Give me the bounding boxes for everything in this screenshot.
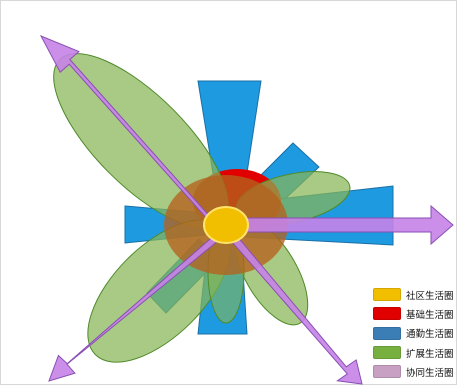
legend-swatch-extended	[373, 346, 401, 360]
legend-swatch-community	[373, 288, 401, 302]
legend-swatch-basic	[373, 307, 401, 321]
legend-label-coop: 协同生活圈	[406, 367, 454, 379]
legend-item-coop: 协同生活圈	[373, 362, 457, 381]
legend-label-basic: 基础生活圈	[406, 309, 454, 321]
legend: 社区生活圈 基础生活圈 通勤生活圈 扩展生活圈 协同生活圈	[373, 285, 457, 381]
legend-swatch-commute	[373, 326, 401, 340]
legend-label-commute: 通勤生活圈	[406, 329, 454, 341]
coop-arrow-southeast	[219, 220, 363, 385]
legend-swatch-coop	[373, 365, 401, 379]
coop-arrow-east	[225, 204, 454, 246]
legend-item-commute: 通勤生活圈	[373, 324, 457, 343]
legend-label-community: 社区生活圈	[406, 290, 454, 302]
coop-arrow-southwest	[48, 218, 232, 382]
legend-label-extended: 扩展生活圈	[406, 348, 454, 360]
legend-item-extended: 扩展生活圈	[373, 343, 457, 362]
legend-item-community: 社区生活圈	[373, 285, 457, 304]
community-circle	[203, 206, 249, 244]
legend-item-basic: 基础生活圈	[373, 304, 457, 323]
